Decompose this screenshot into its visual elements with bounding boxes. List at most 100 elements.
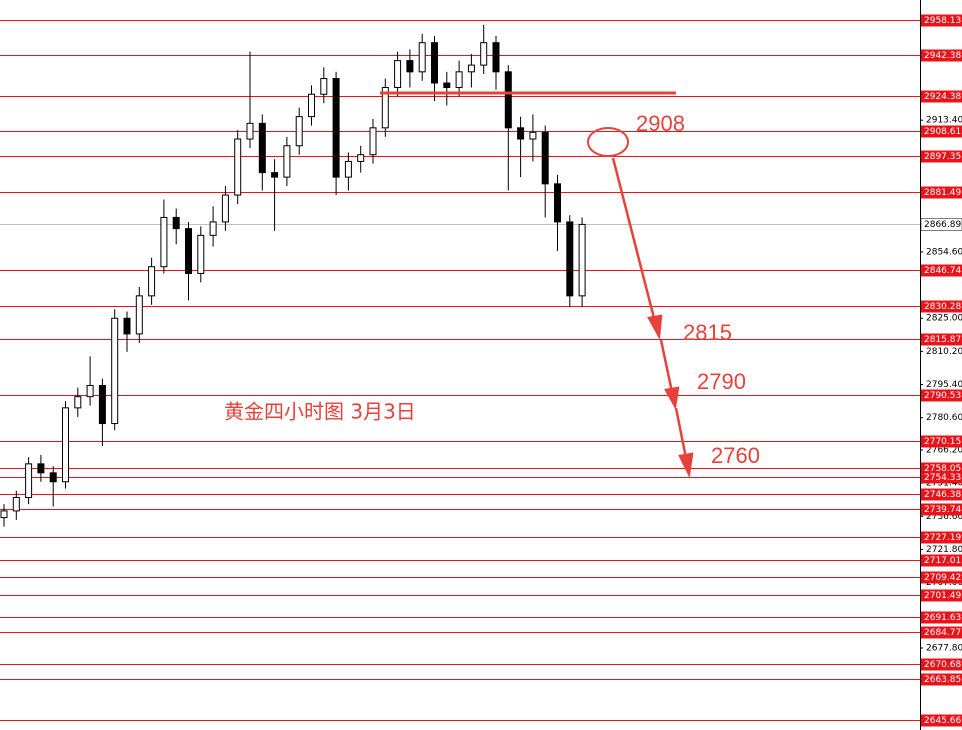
level-label: 2897.35: [924, 152, 961, 162]
last-price-label: 2866.89: [924, 220, 961, 230]
level-label: 2758.05: [924, 464, 961, 474]
level-label: 2701.49: [924, 591, 961, 601]
candle-body: [578, 223, 586, 297]
level-label-box: [921, 658, 962, 671]
level-label-box: [921, 300, 962, 313]
y-tick-label: 2677.80: [926, 644, 962, 654]
annotation: 2760: [711, 443, 760, 468]
candle-body: [246, 122, 254, 140]
price-axis: 2913.40 2854.60 2825.00 2810.20 2795.40 2780.…: [920, 14, 962, 727]
level-label: 2908.61: [924, 127, 961, 137]
candle-body: [74, 396, 82, 409]
candle-body: [221, 194, 229, 223]
level-label-box: [921, 49, 962, 62]
candle-body: [12, 496, 20, 512]
y-tick-label: 2854.60: [926, 247, 962, 257]
candle-body: [480, 42, 488, 66]
level-label-box: [921, 626, 962, 639]
candle-body: [197, 234, 205, 274]
candle-body: [517, 127, 525, 140]
candle-body: [357, 154, 365, 162]
candles: [0, 24, 586, 527]
level-label-box: [921, 471, 962, 484]
candle-body: [381, 87, 389, 129]
level-label: 2815.87: [924, 335, 961, 345]
level-label-box: [921, 611, 962, 624]
candle-body: [566, 221, 574, 297]
level-label-box: [921, 150, 962, 163]
y-tick-label: 2721.80: [926, 545, 962, 555]
level-label-box: [921, 333, 962, 346]
candle-body: [369, 127, 377, 156]
annotation: 2790: [697, 369, 746, 394]
arrow-head: [678, 452, 694, 479]
candle-body: [111, 317, 119, 425]
y-tick-label: 2766.20: [926, 445, 962, 455]
arrow-line: [674, 407, 688, 459]
candle-body: [455, 71, 463, 89]
candle-body: [135, 295, 143, 335]
candle-body: [37, 463, 45, 474]
level-label: 2727.19: [924, 533, 961, 543]
candle-body: [0, 510, 8, 519]
level-label-box: [921, 14, 962, 27]
candle-body: [418, 42, 426, 73]
level-label: 2924.38: [924, 92, 961, 102]
candle-body: [62, 407, 69, 483]
level-label: 2881.49: [924, 188, 961, 198]
candle-body: [504, 71, 512, 129]
level-label: 2684.77: [924, 628, 961, 638]
level-label-box: [921, 125, 962, 138]
candle-body: [148, 266, 156, 297]
level-label-box: [921, 264, 962, 277]
candle-body: [271, 172, 279, 178]
candle-body: [295, 116, 303, 147]
level-label: 2770.15: [924, 437, 961, 447]
candle-body: [86, 384, 94, 398]
arrow-head: [664, 386, 680, 410]
candle-body: [467, 64, 475, 73]
y-tick-label: 2913.40: [926, 116, 962, 126]
level-label: 2958.13: [924, 16, 961, 26]
arrows: [611, 157, 694, 479]
candle-body: [25, 463, 33, 498]
level-label-box: [921, 389, 962, 402]
level-label-box: [921, 589, 962, 602]
level-label: 2717.01: [924, 556, 961, 566]
candle-body: [320, 78, 328, 95]
candle-body: [406, 60, 414, 73]
candle-body: [308, 93, 315, 118]
candle-body: [529, 131, 537, 140]
annotation: 2815: [683, 320, 732, 345]
candle-body: [492, 42, 500, 73]
candle-body: [443, 82, 451, 89]
level-label: 2670.68: [924, 660, 961, 670]
level-label-box: [921, 571, 962, 584]
candle-body: [185, 228, 192, 274]
y-tick-label: 2825.00: [926, 314, 962, 324]
candle-body: [98, 384, 106, 425]
levels: [0, 20, 920, 721]
candle-body: [554, 183, 561, 223]
level-label-box: [921, 531, 962, 544]
candle-body: [123, 317, 131, 335]
level-label-box: [921, 673, 962, 686]
candle-body: [258, 122, 266, 174]
level-label: 2645.66: [924, 716, 961, 726]
annotation: 2908: [636, 111, 685, 136]
candle-body: [541, 131, 549, 185]
chart-title: 黄金四小时图 3月3日: [224, 400, 416, 424]
y-tick-label: 2810.20: [926, 347, 962, 357]
candle-body: [344, 160, 352, 178]
highlight-ellipse: [587, 127, 629, 157]
y-tick-label: 2795.40: [926, 380, 962, 390]
level-label-box: [921, 714, 962, 727]
candle-body: [431, 42, 438, 84]
candle-body: [283, 145, 291, 178]
level-label-box: [921, 435, 962, 448]
level-label-box: [921, 186, 962, 199]
level-label-box: [921, 503, 962, 516]
level-label: 2790.53: [924, 391, 961, 401]
candle-body: [49, 472, 57, 483]
